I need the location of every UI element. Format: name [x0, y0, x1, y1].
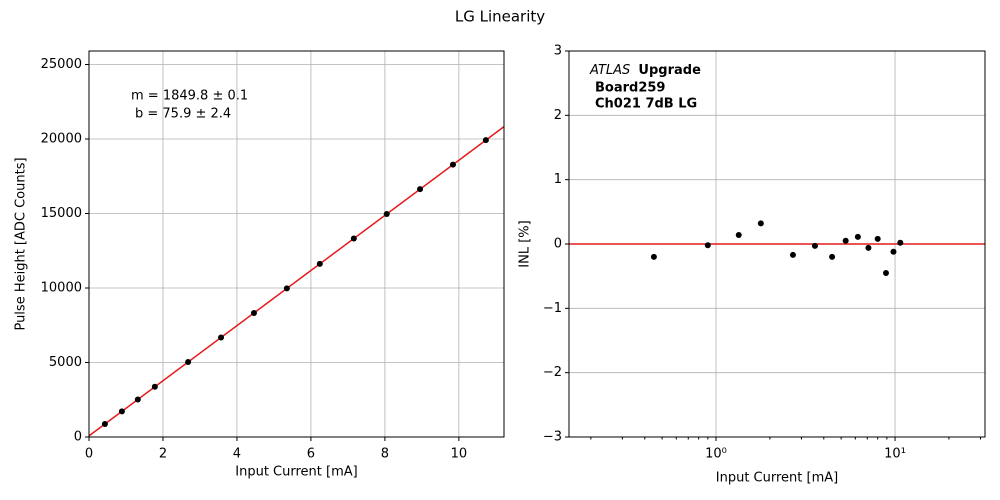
- y-tick-label: 15000: [41, 206, 82, 221]
- y-tick-label: 5000: [49, 355, 82, 370]
- x-tick-label: 4: [233, 447, 241, 462]
- annotation: m = 1849.8 ± 0.1: [131, 89, 248, 104]
- annotation-part: ATLAS: [589, 63, 630, 78]
- x-tick-label: 6: [307, 447, 315, 462]
- data-point: [218, 334, 225, 341]
- data-point: [757, 220, 764, 227]
- x-tick-label: 10⁰: [705, 447, 727, 462]
- y-tick-label: −1: [543, 301, 562, 316]
- axes-frame: [568, 50, 986, 438]
- figure-title: LG Linearity: [455, 8, 545, 26]
- annotation: ATLAS Upgrade: [589, 63, 701, 78]
- data-point: [101, 421, 108, 428]
- annotation-part: Upgrade: [638, 63, 701, 78]
- data-point: [350, 235, 357, 242]
- data-point: [650, 253, 657, 260]
- annotation: Ch021 7dB LG: [595, 97, 697, 112]
- x-axis-label: Input Current [mA]: [716, 471, 838, 486]
- data-point: [383, 210, 390, 217]
- annotation: b = 75.9 ± 2.4: [135, 107, 231, 122]
- y-axis-label: INL [%]: [518, 220, 533, 267]
- data-point: [735, 231, 742, 238]
- data-point: [151, 383, 158, 390]
- data-point: [865, 244, 872, 251]
- data-point: [854, 233, 861, 240]
- y-tick-label: 10000: [41, 280, 82, 295]
- x-axis-label: Input Current [mA]: [235, 465, 357, 480]
- data-point: [842, 237, 849, 244]
- y-tick-label: 0: [74, 430, 82, 445]
- data-point: [283, 285, 290, 292]
- data-point: [134, 396, 141, 403]
- data-point: [482, 137, 489, 144]
- x-tick-label: 10¹: [884, 447, 906, 462]
- data-point: [704, 242, 711, 249]
- data-point: [417, 186, 424, 193]
- data-point: [449, 161, 456, 168]
- y-tick-label: 20000: [41, 131, 82, 146]
- data-point: [890, 248, 897, 255]
- data-point: [789, 251, 796, 258]
- annotation: Board259: [595, 81, 665, 96]
- y-tick-label: 2: [554, 108, 562, 123]
- x-tick-label: 2: [159, 447, 167, 462]
- data-point: [882, 269, 889, 276]
- y-tick-label: 1: [554, 172, 562, 187]
- y-tick-label: 3: [554, 44, 562, 59]
- y-tick-label: 0: [554, 237, 562, 252]
- data-point: [874, 235, 881, 242]
- data-point: [316, 260, 323, 267]
- fit-line: [88, 126, 505, 437]
- data-point: [811, 242, 818, 249]
- axes-frame: [88, 50, 505, 438]
- data-point: [118, 408, 125, 415]
- x-tick-label: 8: [381, 447, 389, 462]
- data-point: [185, 359, 192, 366]
- y-axis-label: Pulse Height [ADC Counts]: [14, 157, 29, 330]
- y-tick-label: −2: [543, 365, 562, 380]
- x-tick-label: 0: [85, 447, 93, 462]
- data-point: [250, 309, 257, 316]
- data-point: [897, 239, 904, 246]
- y-tick-label: 25000: [41, 57, 82, 72]
- x-tick-label: 10: [451, 447, 468, 462]
- y-tick-label: −3: [543, 430, 562, 445]
- data-point: [829, 253, 836, 260]
